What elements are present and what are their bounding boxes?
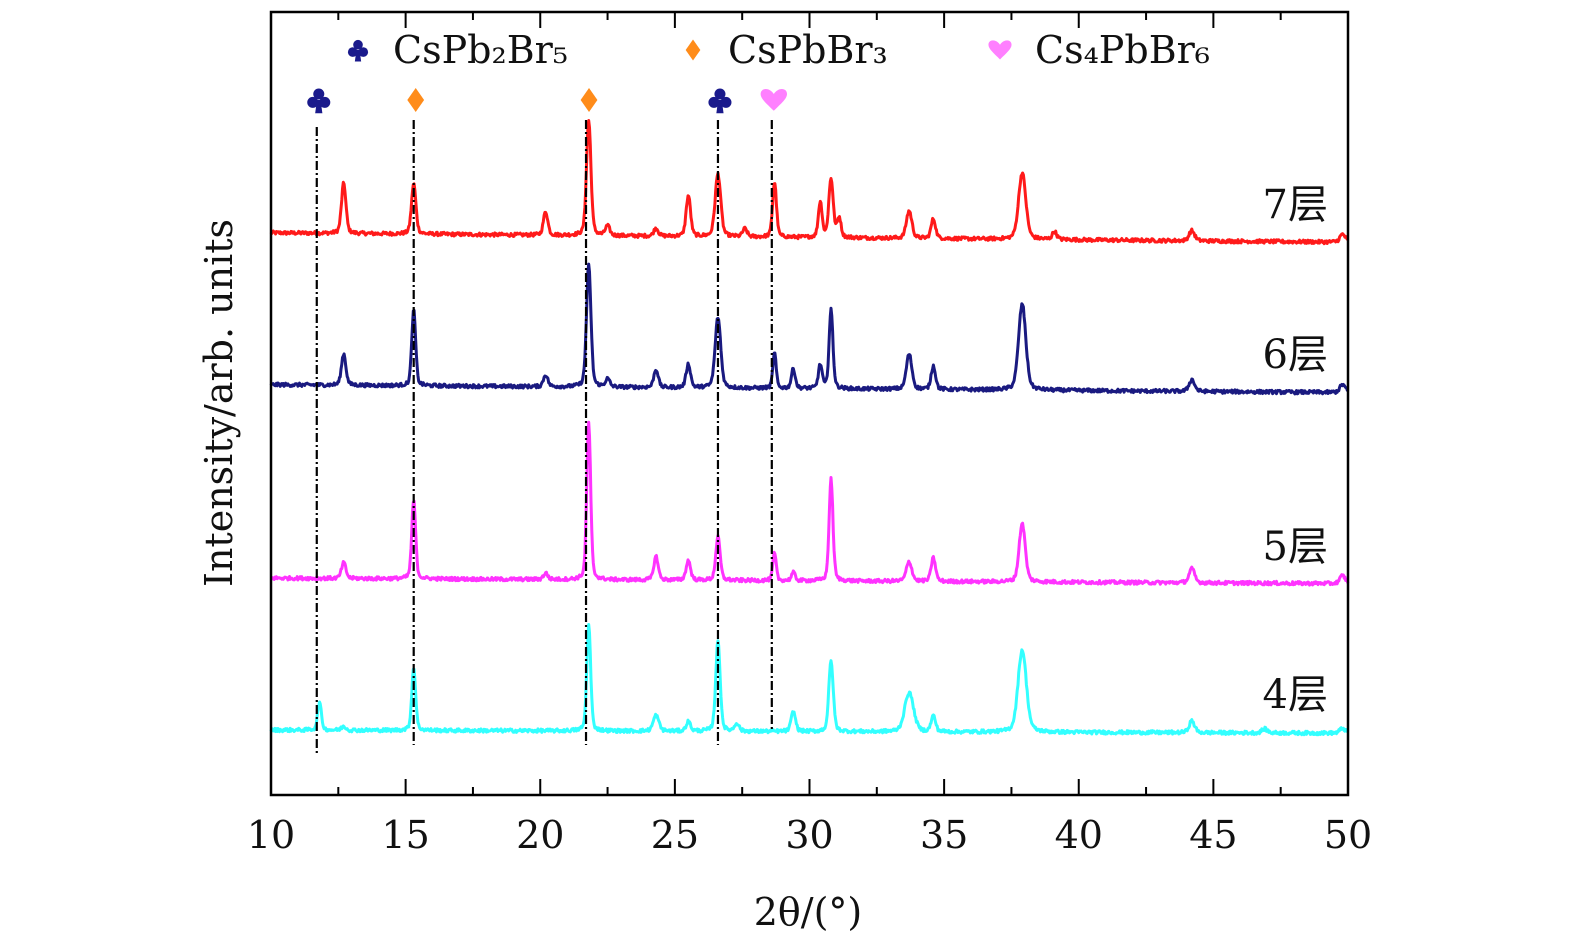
club-legend-icon <box>347 39 369 62</box>
x-tick-label: 20 <box>516 813 564 857</box>
legend-entry: CsPbBr₃ <box>685 28 888 72</box>
x-axis-ticks <box>270 12 1349 795</box>
legend: CsPb₂Br₅ CsPbBr₃ Cs₄PbBr₆ <box>347 28 1210 72</box>
x-tick-label: 15 <box>381 813 429 857</box>
diamond-marker-icon <box>580 88 598 112</box>
x-tick-label: 40 <box>1055 813 1103 857</box>
x-axis-label: 2θ/(°) <box>754 890 863 934</box>
series-label: 7层 <box>1263 182 1328 228</box>
series-layer <box>269 119 1350 737</box>
club-marker-icon <box>708 88 732 114</box>
legend-label: CsPbBr₃ <box>728 28 888 72</box>
x-tick-label: 10 <box>247 813 295 857</box>
legend-entry: CsPb₂Br₅ <box>347 28 568 72</box>
series-label: 6层 <box>1263 332 1328 378</box>
club-marker-icon <box>307 88 331 114</box>
x-tick-label: 35 <box>920 813 968 857</box>
x-tick-label: 45 <box>1189 813 1237 857</box>
x-tick-label: 50 <box>1324 813 1372 857</box>
heart-marker-icon <box>760 89 788 111</box>
legend-label: CsPb₂Br₅ <box>393 28 568 72</box>
x-tick-label: 25 <box>651 813 699 857</box>
plot-frame <box>269 10 1350 797</box>
series-line-1 <box>269 119 1349 246</box>
heart-legend-icon <box>988 40 1012 60</box>
series-line-2 <box>269 262 1350 396</box>
diamond-legend-icon <box>685 39 701 61</box>
x-axis-tick-labels: 10 15 20 25 30 35 40 45 50 <box>247 813 1372 857</box>
x-tick-label: 30 <box>785 813 833 857</box>
legend-entry: Cs₄PbBr₆ <box>988 28 1210 72</box>
y-axis-label: Intensity/arb. units <box>197 219 241 587</box>
legend-label: Cs₄PbBr₆ <box>1035 28 1210 72</box>
series-labels: 7层 6层 5层 4层 <box>1263 182 1328 718</box>
diamond-marker-icon <box>407 88 425 112</box>
series-line-4 <box>269 623 1349 737</box>
series-label: 5层 <box>1263 524 1328 570</box>
series-line-3 <box>270 420 1350 587</box>
series-label: 4层 <box>1263 672 1328 718</box>
reference-lines-layer <box>307 88 788 755</box>
